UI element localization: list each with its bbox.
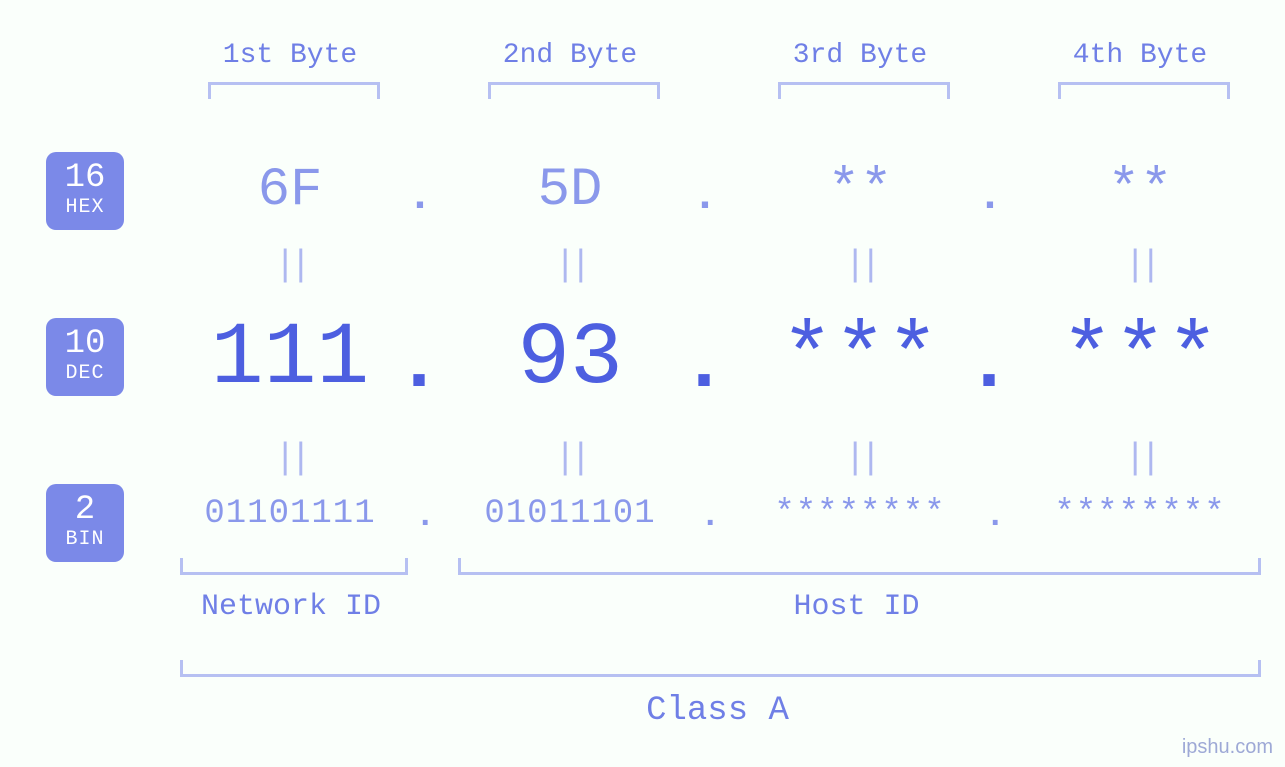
eq-hex-dec-4: || — [1120, 245, 1160, 286]
eq-dec-bin-3: || — [840, 438, 880, 479]
hex-byte-2: 5D — [455, 160, 685, 221]
bin-dot-1: . — [415, 498, 435, 536]
byte-header-1: 1st Byte — [175, 40, 405, 71]
byte-bracket-1 — [208, 82, 380, 99]
base-badge-dec-num: 10 — [65, 327, 106, 361]
base-badge-hex: 16 HEX — [46, 152, 124, 230]
dec-byte-3: *** — [745, 310, 975, 409]
eq-dec-bin-2: || — [550, 438, 590, 479]
watermark: ipshu.com — [1182, 736, 1273, 759]
bin-byte-2: 01011101 — [455, 495, 685, 533]
hex-dot-1: . — [405, 172, 435, 222]
bin-byte-3: ******** — [745, 495, 975, 533]
byte-bracket-4 — [1058, 82, 1230, 99]
hex-dot-3: . — [975, 172, 1005, 222]
dec-byte-1: 111 — [175, 310, 405, 409]
host-id-label: Host ID — [458, 590, 1255, 624]
hex-dot-2: . — [690, 172, 720, 222]
byte-header-4: 4th Byte — [1025, 40, 1255, 71]
base-badge-hex-num: 16 — [65, 161, 106, 195]
network-id-label: Network ID — [180, 590, 402, 624]
dec-byte-4: *** — [1025, 310, 1255, 409]
dec-dot-2: . — [680, 320, 720, 411]
dec-byte-2: 93 — [455, 310, 685, 409]
bin-byte-4: ******** — [1025, 495, 1255, 533]
bin-dot-3: . — [985, 498, 1005, 536]
base-badge-bin: 2 BIN — [46, 484, 124, 562]
eq-hex-dec-3: || — [840, 245, 880, 286]
base-badge-dec-name: DEC — [65, 361, 104, 387]
class-label: Class A — [180, 692, 1255, 730]
hex-byte-3: ** — [745, 160, 975, 221]
byte-bracket-2 — [488, 82, 660, 99]
host-id-bracket — [458, 558, 1261, 575]
eq-hex-dec-2: || — [550, 245, 590, 286]
base-badge-dec: 10 DEC — [46, 318, 124, 396]
eq-hex-dec-1: || — [270, 245, 310, 286]
hex-byte-1: 6F — [175, 160, 405, 221]
dec-dot-3: . — [965, 320, 1005, 411]
ip-address-diagram: 1st Byte 2nd Byte 3rd Byte 4th Byte 16 H… — [0, 0, 1285, 767]
base-badge-hex-name: HEX — [65, 195, 104, 221]
byte-header-3: 3rd Byte — [745, 40, 975, 71]
base-badge-bin-num: 2 — [75, 493, 95, 527]
dec-dot-1: . — [395, 320, 435, 411]
eq-dec-bin-4: || — [1120, 438, 1160, 479]
base-badge-bin-name: BIN — [65, 527, 104, 553]
bin-byte-1: 01101111 — [175, 495, 405, 533]
bin-dot-2: . — [700, 498, 720, 536]
class-bracket — [180, 660, 1261, 677]
hex-byte-4: ** — [1025, 160, 1255, 221]
byte-header-2: 2nd Byte — [455, 40, 685, 71]
network-id-bracket — [180, 558, 408, 575]
eq-dec-bin-1: || — [270, 438, 310, 479]
byte-bracket-3 — [778, 82, 950, 99]
